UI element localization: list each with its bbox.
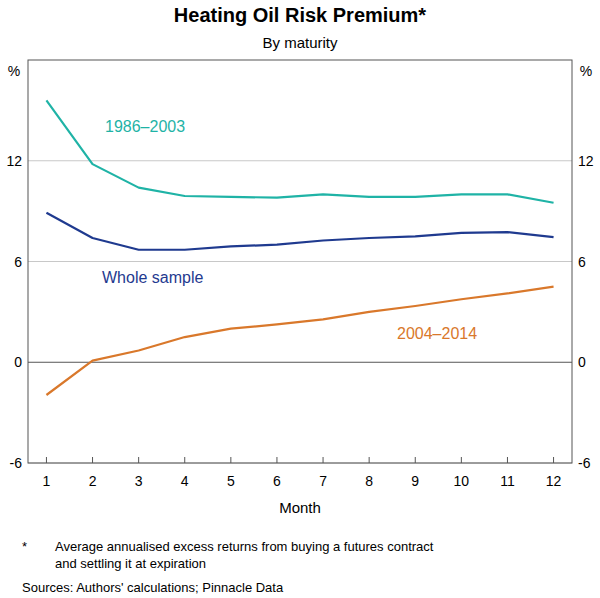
x-tick [553, 457, 554, 463]
x-tick [138, 457, 139, 463]
x-tick-label: 12 [546, 473, 562, 489]
footnote: Average annualised excess returns from b… [55, 539, 434, 554]
series-line [46, 213, 553, 250]
x-tick [461, 457, 462, 463]
sources: Sources: Authors' calculations; Pinnacle… [22, 580, 284, 595]
series-label: Whole sample [102, 269, 203, 286]
grid-line [28, 362, 572, 363]
footnote-marker: * [22, 539, 27, 554]
plot-frame [28, 60, 572, 463]
y-tick-label: -6 [10, 455, 23, 471]
title: Heating Oil Risk Premium* [174, 4, 427, 26]
x-tick [323, 457, 324, 463]
x-tick-label: 3 [135, 473, 143, 489]
x-tick-label: 11 [500, 473, 515, 489]
x-tick-label: 10 [454, 473, 470, 489]
x-tick-label: 2 [89, 473, 97, 489]
y-tick-label: 12 [578, 153, 594, 169]
y-unit: % [580, 63, 592, 79]
chart: Heating Oil Risk Premium* By maturity%% -6… [0, 0, 600, 598]
y-tick-label: 6 [578, 254, 586, 270]
x-tick [415, 457, 416, 463]
x-tick [369, 457, 370, 463]
y-tick-label: -6 [578, 455, 591, 471]
x-tick [230, 457, 231, 463]
lines [46, 100, 553, 395]
x-tick-label: 8 [365, 473, 373, 489]
series-line [46, 100, 553, 202]
x-tick-label: 5 [227, 473, 235, 489]
x-tick [507, 457, 508, 463]
x-tick-label: 7 [319, 473, 327, 489]
x-tick [276, 457, 277, 463]
x-axis-label: Month [279, 499, 321, 516]
subtitle: By maturity [262, 34, 338, 51]
y-tick-label: 0 [14, 354, 22, 370]
y-unit: % [8, 63, 20, 79]
grid-line [28, 261, 572, 262]
footnote: and settling it at expiration [55, 556, 206, 571]
series-label: 1986–2003 [105, 118, 185, 135]
x-tick-label: 1 [43, 473, 51, 489]
series-line [46, 287, 553, 395]
y-tick-label: 0 [578, 354, 586, 370]
x-tick-label: 6 [273, 473, 281, 489]
x-tick-label: 9 [411, 473, 419, 489]
x-tick [92, 457, 93, 463]
x-tick-label: 4 [181, 473, 189, 489]
x-tick [46, 457, 47, 463]
y-tick-label: 6 [14, 254, 22, 270]
x-tick [184, 457, 185, 463]
y-tick-label: 12 [6, 153, 22, 169]
series-label: 2004–2014 [397, 325, 477, 342]
grid-line [28, 160, 572, 161]
